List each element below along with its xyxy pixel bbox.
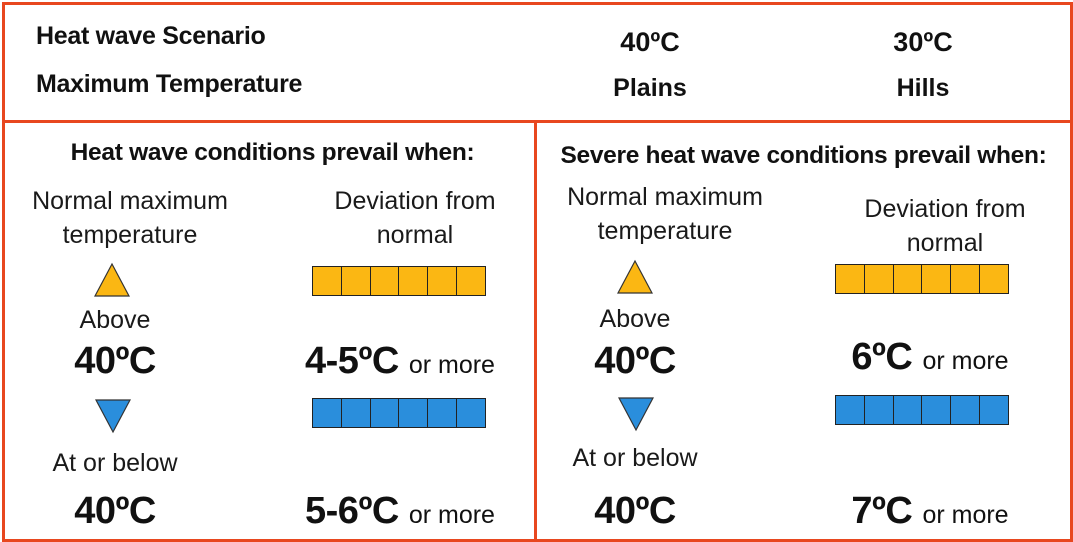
hw-above-or-more: or more [408, 351, 495, 379]
triangle-down-icon [95, 399, 131, 434]
hw-below-bar [312, 398, 486, 428]
max-temp-label: Maximum Temperature [36, 70, 303, 98]
shw-at-below-deviation-value: 7ºC [851, 490, 913, 532]
triangle-down-icon [618, 397, 654, 432]
triangle-up-icon [94, 262, 130, 297]
shw-at-below-or-more: or more [922, 501, 1009, 529]
shw-at-below-label: At or below [572, 444, 698, 472]
hw-above-deviation: 4-5ºC or more [290, 340, 510, 383]
severe-heat-wave-title: Severe heat wave conditions prevail when… [560, 142, 1047, 169]
shw-deviation-label: Deviation from normal [864, 195, 1026, 257]
shw-below-bar [835, 395, 1009, 425]
section-divider [534, 120, 537, 540]
shw-above-deviation: 6ºC or more [820, 336, 1040, 379]
plains-label: Plains [613, 74, 687, 102]
hw-at-below-label: At or below [52, 449, 178, 477]
plains-value: 40ºC [620, 27, 680, 57]
shw-normal-max-label: Normal maximum temperature [567, 183, 763, 245]
hills-label: Hills [896, 74, 950, 102]
hw-at-below-or-more: or more [408, 501, 495, 529]
hw-above-deviation-value: 4-5ºC [305, 340, 399, 382]
hills-value: 30ºC [893, 27, 953, 57]
shw-at-below-value: 40ºC [594, 490, 676, 532]
hw-above-value: 40ºC [74, 340, 156, 382]
shw-at-below-deviation: 7ºC or more [820, 490, 1040, 533]
hw-normal-max-label: Normal maximum temperature [32, 187, 228, 249]
shw-above-or-more: or more [922, 347, 1009, 375]
header-divider [2, 120, 1073, 123]
hw-at-below-value: 40ºC [74, 490, 156, 532]
hw-at-below-deviation-value: 5-6ºC [305, 490, 399, 532]
scenario-label: Heat wave Scenario [36, 22, 266, 50]
shw-above-label: Above [599, 305, 671, 333]
heat-wave-title: Heat wave conditions prevail when: [70, 139, 475, 166]
shw-above-bar [835, 264, 1009, 294]
hw-above-label: Above [79, 306, 151, 334]
shw-above-value: 40ºC [594, 340, 676, 382]
hw-above-bar [312, 266, 486, 296]
triangle-up-icon [617, 259, 653, 294]
hw-deviation-label: Deviation from normal [334, 187, 496, 249]
hw-at-below-deviation: 5-6ºC or more [290, 490, 510, 533]
shw-above-deviation-value: 6ºC [851, 336, 913, 378]
